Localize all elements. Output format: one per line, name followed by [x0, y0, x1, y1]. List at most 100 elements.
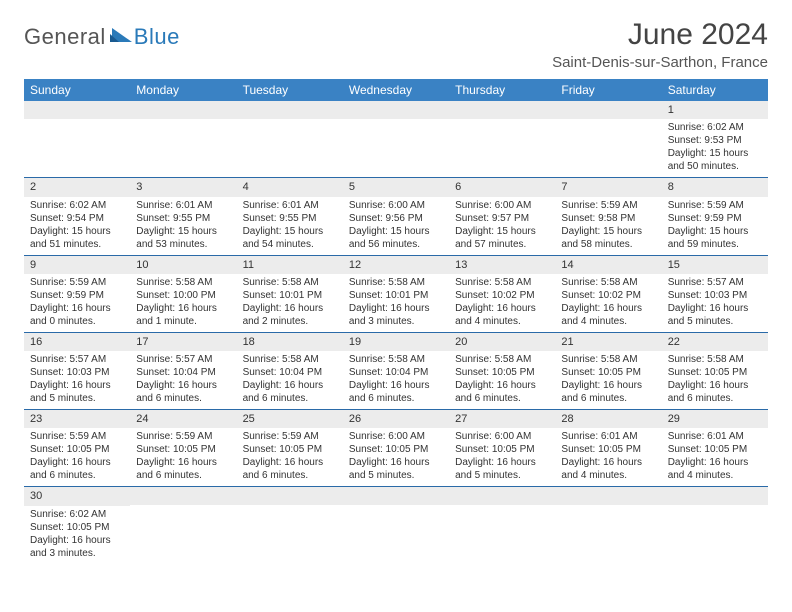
- sunrise-text: Sunrise: 5:58 AM: [243, 276, 337, 289]
- day-header: Saturday: [662, 79, 768, 101]
- daylight-text: Daylight: 15 hours and 51 minutes.: [30, 225, 124, 251]
- sunrise-text: Sunrise: 6:00 AM: [349, 199, 443, 212]
- sunrise-text: Sunrise: 5:58 AM: [136, 276, 230, 289]
- sunrise-text: Sunrise: 6:01 AM: [243, 199, 337, 212]
- daylight-text: Daylight: 16 hours and 6 minutes.: [136, 379, 230, 405]
- cell-body: Sunrise: 6:00 AMSunset: 10:05 PMDaylight…: [343, 428, 449, 486]
- sunset-text: Sunset: 10:05 PM: [455, 443, 549, 456]
- sunset-text: Sunset: 10:05 PM: [30, 521, 124, 534]
- calendar-cell: 11Sunrise: 5:58 AMSunset: 10:01 PMDaylig…: [237, 255, 343, 332]
- daylight-text: Daylight: 15 hours and 58 minutes.: [561, 225, 655, 251]
- calendar-row: 16Sunrise: 5:57 AMSunset: 10:03 PMDaylig…: [24, 332, 768, 409]
- location-text: Saint-Denis-sur-Sarthon, France: [552, 54, 768, 71]
- calendar-cell: 8Sunrise: 5:59 AMSunset: 9:59 PMDaylight…: [662, 178, 768, 255]
- calendar-cell: 3Sunrise: 6:01 AMSunset: 9:55 PMDaylight…: [130, 178, 236, 255]
- calendar-cell: 9Sunrise: 5:59 AMSunset: 9:59 PMDaylight…: [24, 255, 130, 332]
- cell-body: Sunrise: 5:58 AMSunset: 10:00 PMDaylight…: [130, 274, 236, 332]
- cell-body: Sunrise: 5:58 AMSunset: 10:01 PMDaylight…: [343, 274, 449, 332]
- sunset-text: Sunset: 9:58 PM: [561, 212, 655, 225]
- calendar-cell: [662, 487, 768, 564]
- day-header: Monday: [130, 79, 236, 101]
- daylight-text: Daylight: 16 hours and 2 minutes.: [243, 302, 337, 328]
- calendar-cell: 15Sunrise: 5:57 AMSunset: 10:03 PMDaylig…: [662, 255, 768, 332]
- calendar-cell: [555, 101, 661, 178]
- day-number: 14: [555, 256, 661, 274]
- calendar-row: 23Sunrise: 5:59 AMSunset: 10:05 PMDaylig…: [24, 410, 768, 487]
- sunset-text: Sunset: 10:01 PM: [349, 289, 443, 302]
- calendar-cell: [24, 101, 130, 178]
- daylight-text: Daylight: 16 hours and 6 minutes.: [243, 456, 337, 482]
- daylight-text: Daylight: 15 hours and 53 minutes.: [136, 225, 230, 251]
- day-number-bar: [130, 487, 236, 505]
- cell-body: Sunrise: 5:58 AMSunset: 10:04 PMDaylight…: [237, 351, 343, 409]
- sunrise-text: Sunrise: 5:59 AM: [668, 199, 762, 212]
- sunset-text: Sunset: 9:59 PM: [30, 289, 124, 302]
- calendar-cell: [449, 101, 555, 178]
- day-header-row: Sunday Monday Tuesday Wednesday Thursday…: [24, 79, 768, 101]
- daylight-text: Daylight: 16 hours and 4 minutes.: [455, 302, 549, 328]
- calendar-cell: 10Sunrise: 5:58 AMSunset: 10:00 PMDaylig…: [130, 255, 236, 332]
- daylight-text: Daylight: 16 hours and 4 minutes.: [561, 302, 655, 328]
- day-header: Tuesday: [237, 79, 343, 101]
- calendar-row: 1Sunrise: 6:02 AMSunset: 9:53 PMDaylight…: [24, 101, 768, 178]
- sunrise-text: Sunrise: 5:58 AM: [668, 353, 762, 366]
- sunset-text: Sunset: 10:01 PM: [243, 289, 337, 302]
- sunset-text: Sunset: 9:57 PM: [455, 212, 549, 225]
- daylight-text: Daylight: 16 hours and 5 minutes.: [30, 379, 124, 405]
- sunset-text: Sunset: 10:05 PM: [30, 443, 124, 456]
- cell-body: Sunrise: 6:02 AMSunset: 10:05 PMDaylight…: [24, 506, 130, 564]
- sunset-text: Sunset: 10:03 PM: [30, 366, 124, 379]
- sunrise-text: Sunrise: 5:58 AM: [349, 276, 443, 289]
- sunrise-text: Sunrise: 5:57 AM: [30, 353, 124, 366]
- day-header: Wednesday: [343, 79, 449, 101]
- calendar-cell: [237, 487, 343, 564]
- daylight-text: Daylight: 16 hours and 3 minutes.: [349, 302, 443, 328]
- sunrise-text: Sunrise: 5:59 AM: [243, 430, 337, 443]
- cell-body: Sunrise: 5:59 AMSunset: 10:05 PMDaylight…: [24, 428, 130, 486]
- sunrise-text: Sunrise: 6:02 AM: [668, 121, 762, 134]
- logo-text-blue: Blue: [134, 24, 180, 50]
- calendar-cell: 14Sunrise: 5:58 AMSunset: 10:02 PMDaylig…: [555, 255, 661, 332]
- day-number: 5: [343, 178, 449, 196]
- sunrise-text: Sunrise: 5:58 AM: [349, 353, 443, 366]
- cell-body: Sunrise: 5:59 AMSunset: 9:59 PMDaylight:…: [24, 274, 130, 332]
- sunset-text: Sunset: 10:04 PM: [349, 366, 443, 379]
- sunrise-text: Sunrise: 6:00 AM: [455, 430, 549, 443]
- calendar-cell: 25Sunrise: 5:59 AMSunset: 10:05 PMDaylig…: [237, 410, 343, 487]
- day-number-bar: [237, 101, 343, 119]
- cell-body: Sunrise: 5:57 AMSunset: 10:03 PMDaylight…: [24, 351, 130, 409]
- daylight-text: Daylight: 16 hours and 6 minutes.: [668, 379, 762, 405]
- day-header: Sunday: [24, 79, 130, 101]
- calendar-cell: 29Sunrise: 6:01 AMSunset: 10:05 PMDaylig…: [662, 410, 768, 487]
- calendar-cell: 17Sunrise: 5:57 AMSunset: 10:04 PMDaylig…: [130, 332, 236, 409]
- sunset-text: Sunset: 9:56 PM: [349, 212, 443, 225]
- day-number-bar: [343, 487, 449, 505]
- day-number: 4: [237, 178, 343, 196]
- calendar-cell: 1Sunrise: 6:02 AMSunset: 9:53 PMDaylight…: [662, 101, 768, 178]
- day-number: 22: [662, 333, 768, 351]
- day-number: 27: [449, 410, 555, 428]
- daylight-text: Daylight: 16 hours and 6 minutes.: [455, 379, 549, 405]
- sunrise-text: Sunrise: 6:02 AM: [30, 508, 124, 521]
- calendar-cell: 22Sunrise: 5:58 AMSunset: 10:05 PMDaylig…: [662, 332, 768, 409]
- cell-body: Sunrise: 5:58 AMSunset: 10:04 PMDaylight…: [343, 351, 449, 409]
- calendar-cell: 13Sunrise: 5:58 AMSunset: 10:02 PMDaylig…: [449, 255, 555, 332]
- sunset-text: Sunset: 9:54 PM: [30, 212, 124, 225]
- day-number: 18: [237, 333, 343, 351]
- day-number: 12: [343, 256, 449, 274]
- cell-body: Sunrise: 5:58 AMSunset: 10:02 PMDaylight…: [555, 274, 661, 332]
- day-number: 7: [555, 178, 661, 196]
- calendar-cell: 18Sunrise: 5:58 AMSunset: 10:04 PMDaylig…: [237, 332, 343, 409]
- sunset-text: Sunset: 10:05 PM: [349, 443, 443, 456]
- day-number-bar: [662, 487, 768, 505]
- daylight-text: Daylight: 15 hours and 59 minutes.: [668, 225, 762, 251]
- cell-body: Sunrise: 5:57 AMSunset: 10:04 PMDaylight…: [130, 351, 236, 409]
- calendar-cell: 23Sunrise: 5:59 AMSunset: 10:05 PMDaylig…: [24, 410, 130, 487]
- daylight-text: Daylight: 16 hours and 6 minutes.: [136, 456, 230, 482]
- day-number-bar: [130, 101, 236, 119]
- daylight-text: Daylight: 15 hours and 54 minutes.: [243, 225, 337, 251]
- day-number: 15: [662, 256, 768, 274]
- calendar-cell: 26Sunrise: 6:00 AMSunset: 10:05 PMDaylig…: [343, 410, 449, 487]
- cell-body: Sunrise: 5:57 AMSunset: 10:03 PMDaylight…: [662, 274, 768, 332]
- day-number-bar: [555, 101, 661, 119]
